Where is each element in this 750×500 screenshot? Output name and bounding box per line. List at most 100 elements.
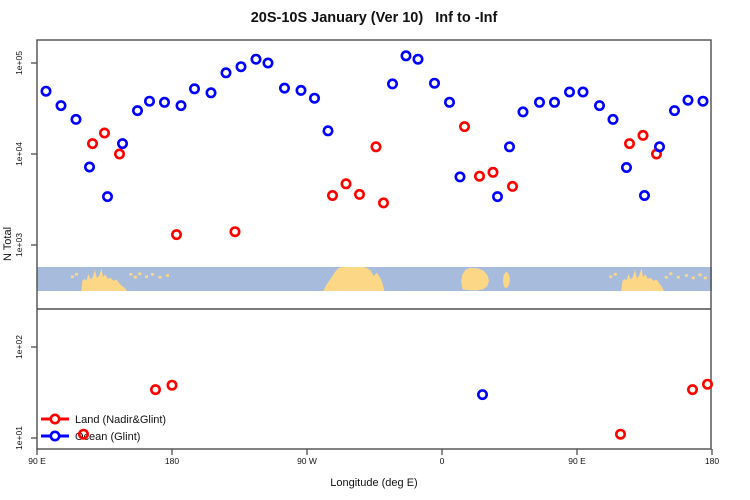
scatter-point-ocean bbox=[607, 113, 619, 125]
scatter-point-land bbox=[166, 379, 178, 391]
scatter-point-ocean bbox=[548, 96, 560, 108]
scatter-point-land bbox=[686, 384, 698, 396]
chart-title: 20S-10S January (Ver 10) Inf to -Inf bbox=[251, 10, 498, 26]
legend-marker-ocean-icon bbox=[49, 430, 61, 442]
scatter-point-land bbox=[370, 141, 382, 153]
island-dot bbox=[133, 275, 137, 279]
island-dot bbox=[669, 272, 673, 276]
island-dot bbox=[74, 273, 78, 276]
x-tick-label: 90 E bbox=[28, 456, 46, 466]
scatter-point-land bbox=[458, 121, 470, 133]
scatter-point-ocean bbox=[533, 96, 545, 108]
scatter-point-ocean bbox=[102, 191, 114, 203]
scatter-point-ocean bbox=[638, 190, 650, 202]
scatter-point-ocean bbox=[55, 100, 67, 112]
scatter-point-land bbox=[340, 178, 352, 190]
scatter-point-ocean bbox=[250, 53, 262, 65]
scatter-point-ocean bbox=[262, 57, 274, 69]
scatter-point-land bbox=[637, 129, 649, 141]
scatter-point-ocean bbox=[412, 53, 424, 65]
scatter-point-ocean bbox=[220, 67, 232, 79]
legend-label-ocean: Ocean (Glint) bbox=[75, 431, 140, 443]
legend-item-land: Land (Nadir&Glint) bbox=[41, 413, 166, 426]
island-dot bbox=[609, 275, 613, 278]
scatter-point-ocean bbox=[132, 105, 144, 117]
scatter-point-ocean bbox=[159, 96, 171, 108]
y-tick-label: 1e+01 bbox=[14, 426, 24, 450]
scatter-point-ocean bbox=[577, 86, 589, 98]
scatter-point-land bbox=[114, 148, 126, 160]
scatter-point-ocean bbox=[84, 161, 96, 173]
scatter-point-ocean bbox=[454, 171, 466, 183]
island-dot bbox=[703, 276, 707, 280]
scatter-point-ocean bbox=[205, 87, 217, 99]
scatter-point-land bbox=[614, 428, 626, 440]
scatter-point-ocean bbox=[503, 141, 515, 153]
scatter-point-ocean bbox=[400, 50, 412, 62]
data-points bbox=[40, 50, 713, 440]
island-dot bbox=[698, 273, 702, 277]
land-patch bbox=[621, 268, 664, 291]
scatter-point-ocean bbox=[189, 83, 201, 95]
scatter-point-ocean bbox=[428, 77, 440, 89]
x-tick-label: 0 bbox=[440, 456, 445, 466]
land-patch bbox=[502, 271, 510, 289]
scatter-point-ocean bbox=[491, 191, 503, 203]
island-dot bbox=[613, 273, 617, 276]
island-dot bbox=[138, 272, 142, 276]
scatter-point-land bbox=[701, 378, 713, 390]
map-strip bbox=[37, 267, 712, 291]
x-tick-label: 180 bbox=[165, 456, 179, 466]
x-axis-title: Longitude (deg E) bbox=[330, 477, 417, 489]
x-tick-label: 180 bbox=[705, 456, 719, 466]
y-tick-label: 1e+04 bbox=[14, 142, 24, 166]
land-patch bbox=[461, 268, 489, 291]
island-dot bbox=[676, 275, 680, 279]
scatter-point-ocean bbox=[40, 85, 52, 97]
scatter-point-land bbox=[473, 170, 485, 182]
x-axis-ticks: 90 E 180 90 W 0 90 E 180 bbox=[28, 449, 719, 466]
scatter-point-ocean bbox=[295, 84, 307, 96]
island-dot bbox=[151, 273, 154, 276]
scatter-point-land bbox=[171, 229, 183, 241]
y-tick-label: 1e+05 bbox=[14, 51, 24, 75]
island-dot bbox=[70, 275, 74, 278]
scatter-point-land bbox=[487, 166, 499, 178]
scatter-point-ocean bbox=[593, 100, 605, 112]
scatter-point-land bbox=[87, 138, 99, 150]
scatter-point-land bbox=[229, 226, 241, 238]
island-dot bbox=[166, 274, 169, 277]
scatter-point-ocean bbox=[653, 141, 665, 153]
legend-label-land: Land (Nadir&Glint) bbox=[75, 414, 166, 426]
scatter-point-ocean bbox=[322, 125, 334, 137]
x-tick-label: 90 E bbox=[568, 456, 586, 466]
scatter-point-land bbox=[353, 188, 365, 200]
scatter-point-land bbox=[377, 197, 389, 209]
scatter-point-land bbox=[78, 428, 90, 440]
scatter-point-ocean bbox=[697, 95, 709, 107]
y-axis-title: N Total bbox=[2, 227, 14, 261]
scatter-point-ocean bbox=[443, 96, 455, 108]
island-dot bbox=[691, 276, 695, 280]
plot-border bbox=[36, 39, 712, 450]
island-dot bbox=[664, 275, 668, 279]
land-patch bbox=[81, 268, 127, 291]
legend: Land (Nadir&Glint) Ocean (Glint) bbox=[41, 413, 166, 443]
island-dot bbox=[158, 275, 162, 279]
scatter-point-ocean bbox=[235, 61, 247, 73]
y-axis-ticks: 1e+05 1e+04 1e+03 1e+02 1e+01 bbox=[14, 51, 37, 450]
legend-item-ocean: Ocean (Glint) bbox=[41, 430, 140, 443]
scatter-point-ocean bbox=[175, 100, 187, 112]
scatter-point-ocean bbox=[620, 162, 632, 174]
land-patch bbox=[323, 267, 385, 291]
island-dot bbox=[145, 275, 148, 278]
scatter-point-land bbox=[326, 190, 338, 202]
scatter-point-ocean bbox=[70, 113, 82, 125]
scatter-point-ocean bbox=[386, 78, 398, 90]
scatter-point-ocean bbox=[682, 94, 694, 106]
scatter-point-ocean bbox=[144, 95, 156, 107]
scatter-point-ocean bbox=[117, 138, 129, 150]
y-tick-label: 1e+03 bbox=[14, 233, 24, 257]
